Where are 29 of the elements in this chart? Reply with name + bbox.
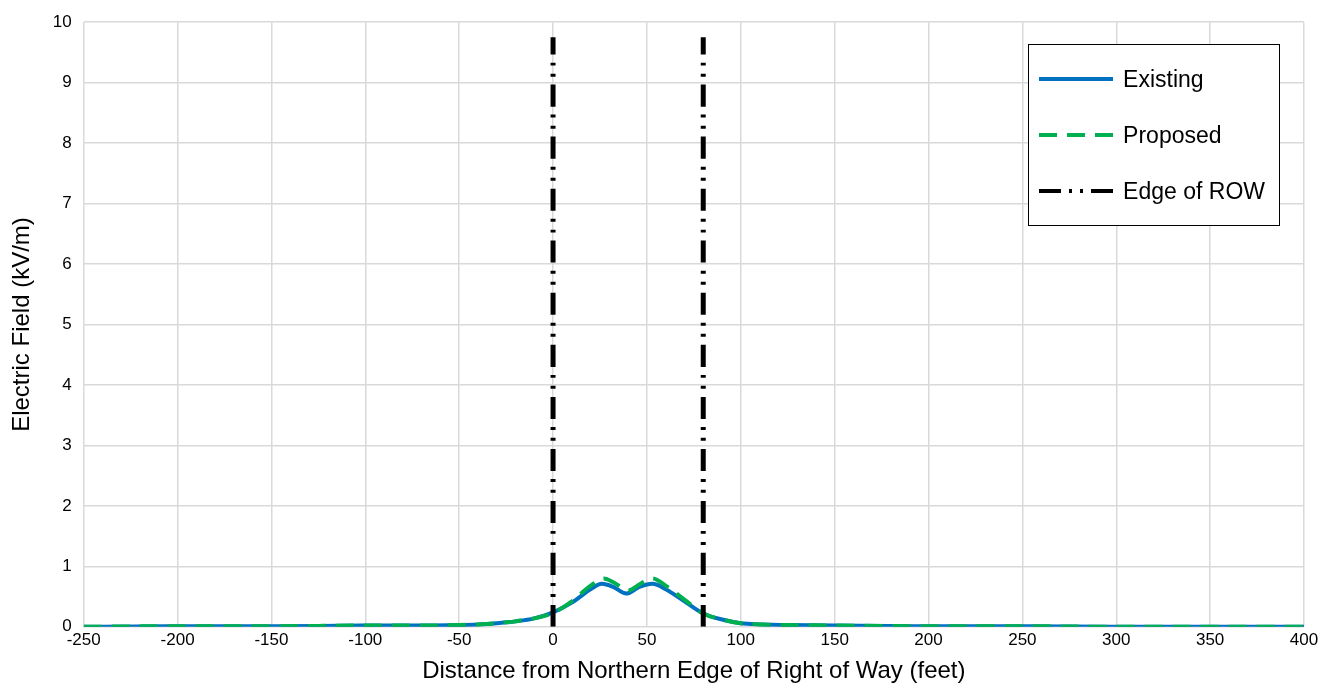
x-tick-label: -150	[254, 629, 289, 649]
y-tick-label: 7	[62, 193, 72, 213]
y-tick-label: 2	[62, 495, 72, 515]
x-tick-label: 300	[1102, 629, 1131, 649]
x-tick-label: 200	[914, 629, 943, 649]
x-tick-label: 100	[726, 629, 755, 649]
y-axis-title: Electric Field (kV/m)	[7, 217, 35, 432]
x-tick-label: -100	[348, 629, 383, 649]
y-tick-label: 4	[62, 374, 72, 394]
x-tick-label: -50	[446, 629, 472, 649]
x-tick-label: 50	[637, 629, 657, 649]
y-tick-label: 0	[62, 616, 72, 636]
x-axis-title: Distance from Northern Edge of Right of Way (feet)	[422, 656, 966, 684]
legend-label: Edge of ROW	[1123, 177, 1265, 205]
x-tick-label: 350	[1195, 629, 1225, 649]
x-tick-label: -200	[160, 629, 195, 649]
y-tick-label: 9	[62, 72, 72, 92]
x-tick-label: 400	[1289, 629, 1319, 649]
x-tick-label: 150	[820, 629, 849, 649]
x-tick-label: 0	[548, 629, 558, 649]
y-tick-label: 5	[62, 314, 72, 334]
x-tick-label: 250	[1008, 629, 1037, 649]
y-tick-label: 10	[52, 11, 72, 31]
legend-label: Proposed	[1123, 121, 1222, 149]
legend-label: Existing	[1123, 65, 1204, 93]
y-tick-label: 6	[62, 253, 72, 273]
y-tick-label: 1	[62, 556, 72, 576]
y-tick-label: 3	[62, 435, 72, 455]
y-tick-label: 8	[62, 132, 72, 152]
